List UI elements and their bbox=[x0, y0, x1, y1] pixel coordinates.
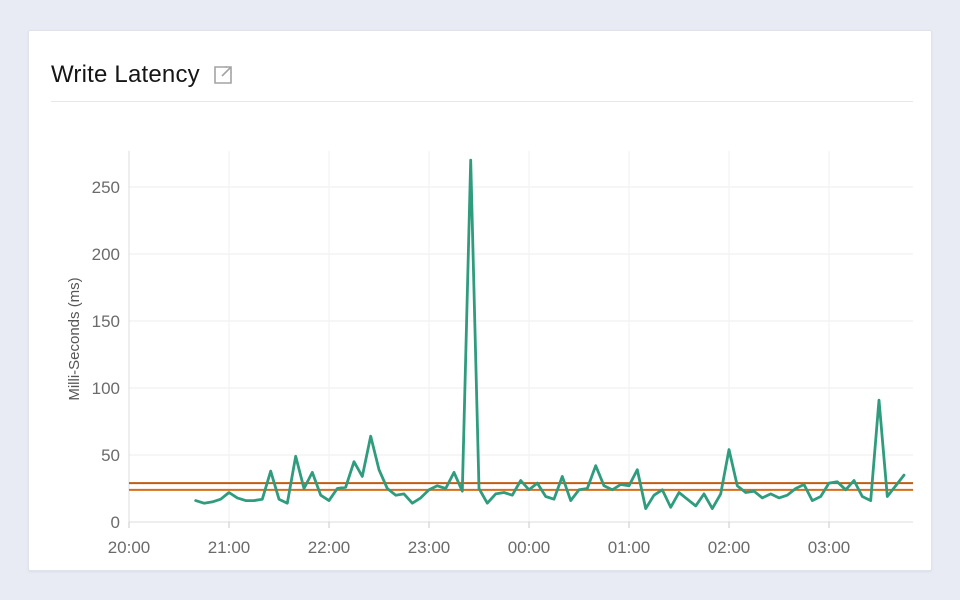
x-tick-label: 01:00 bbox=[608, 538, 651, 557]
write-latency-card: Write Latency 20:00 21:00 22:00 23:00 00:00 0… bbox=[28, 30, 932, 571]
x-tick-label: 23:00 bbox=[408, 538, 451, 557]
x-tick-label: 20:00 bbox=[108, 538, 151, 557]
x-tick-label: 22:00 bbox=[308, 538, 351, 557]
x-tick-label: 03:00 bbox=[808, 538, 851, 557]
x-tick-label: 00:00 bbox=[508, 538, 551, 557]
y-axis-title: Milli-Seconds (ms) bbox=[66, 277, 83, 400]
y-tick-label: 200 bbox=[92, 245, 120, 264]
card-header: Write Latency bbox=[51, 61, 234, 89]
x-tick-label: 21:00 bbox=[208, 538, 251, 557]
y-tick-label: 100 bbox=[92, 379, 120, 398]
y-tick-label: 0 bbox=[111, 513, 120, 532]
x-tick-label: 02:00 bbox=[708, 538, 751, 557]
y-tick-label: 250 bbox=[92, 178, 120, 197]
y-tick-label: 150 bbox=[92, 312, 120, 331]
page-title: Write Latency bbox=[51, 61, 200, 88]
y-tick-label: 50 bbox=[101, 446, 120, 465]
external-link-icon[interactable] bbox=[212, 64, 234, 86]
write-latency-ms-series-line bbox=[194, 158, 906, 511]
chart-area: 20:00 21:00 22:00 23:00 00:00 01:00 02:00 03:00… bbox=[29, 101, 933, 572]
header-divider bbox=[51, 101, 913, 102]
latency-line-chart: 20:00 21:00 22:00 23:00 00:00 01:00 02:00 03:00… bbox=[66, 151, 913, 557]
